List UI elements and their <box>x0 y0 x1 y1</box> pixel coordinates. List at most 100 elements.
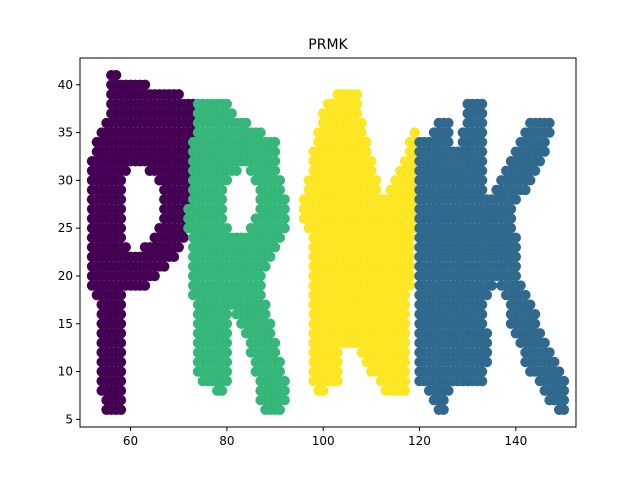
chart-title: PRMK <box>308 37 348 53</box>
data-point <box>221 318 233 329</box>
data-point <box>115 184 127 196</box>
data-point <box>149 270 160 282</box>
data-point <box>534 156 546 167</box>
data-point <box>115 375 127 387</box>
data-point <box>173 89 184 100</box>
data-point <box>476 309 488 320</box>
data-point <box>221 328 233 339</box>
data-point <box>221 337 233 349</box>
data-point <box>505 213 517 224</box>
y-tick-label: 40 <box>58 78 73 92</box>
data-point <box>356 127 367 138</box>
data-point <box>221 347 233 358</box>
data-point <box>476 375 488 387</box>
x-axis: 60 80 100 120 140 <box>123 427 527 448</box>
data-point <box>351 98 363 110</box>
data-point <box>269 347 281 358</box>
data-point <box>539 337 550 349</box>
data-point <box>404 251 416 263</box>
y-tick-label: 25 <box>58 221 73 235</box>
data-point <box>226 108 237 119</box>
data-point <box>399 299 411 310</box>
data-point <box>510 232 522 243</box>
data-point <box>510 194 522 205</box>
data-point <box>332 375 343 387</box>
data-point <box>216 184 228 196</box>
data-point <box>443 385 454 396</box>
data-point <box>438 395 449 406</box>
data-point <box>168 251 180 263</box>
data-point <box>115 318 127 329</box>
y-tick-label: 5 <box>65 412 73 426</box>
data-point <box>265 328 276 339</box>
data-point <box>476 146 488 157</box>
data-point <box>260 309 271 320</box>
data-point <box>549 356 560 368</box>
data-point <box>221 366 233 377</box>
data-point <box>265 318 276 329</box>
data-point <box>525 299 536 310</box>
data-point <box>332 347 343 358</box>
data-point <box>529 318 541 329</box>
data-point <box>115 175 127 186</box>
data-point <box>120 165 131 176</box>
data-point <box>274 366 286 377</box>
data-point <box>486 280 497 291</box>
data-point <box>260 261 271 272</box>
data-point <box>510 270 522 282</box>
series-k <box>414 98 570 415</box>
data-point <box>173 242 184 253</box>
data-point <box>221 356 233 368</box>
data-point <box>159 261 170 272</box>
data-point <box>404 242 416 253</box>
data-point <box>399 347 411 358</box>
data-point <box>221 222 233 234</box>
data-point <box>231 165 242 176</box>
data-point <box>510 261 522 272</box>
data-point <box>269 165 281 176</box>
data-point <box>120 242 131 253</box>
data-point <box>221 98 233 110</box>
data-point <box>279 203 290 215</box>
data-point <box>529 165 541 176</box>
y-tick-label: 20 <box>58 269 73 283</box>
data-point <box>476 318 488 329</box>
data-point <box>370 175 382 186</box>
data-point <box>255 127 266 138</box>
data-point <box>399 289 411 301</box>
data-point <box>332 356 343 368</box>
data-point <box>481 289 493 301</box>
data-point <box>481 356 493 368</box>
x-tick-label: 80 <box>219 434 234 448</box>
x-tick-label: 100 <box>312 434 335 448</box>
data-point <box>279 385 290 396</box>
data-point <box>476 175 488 186</box>
data-point <box>404 270 416 282</box>
data-point <box>404 232 416 243</box>
data-point <box>115 337 127 349</box>
data-point <box>505 203 517 215</box>
data-point <box>534 328 546 339</box>
data-point <box>110 70 122 81</box>
data-point <box>399 318 411 329</box>
data-point <box>279 375 290 387</box>
data-point <box>520 289 531 301</box>
data-point <box>269 337 281 349</box>
x-tick-label: 120 <box>408 434 431 448</box>
data-point <box>481 337 493 349</box>
data-point <box>539 136 550 148</box>
data-point <box>544 127 555 138</box>
data-point <box>269 156 281 167</box>
data-point <box>269 146 281 157</box>
data-point <box>361 136 372 148</box>
data-point <box>525 175 536 186</box>
data-point <box>265 251 276 263</box>
data-point <box>269 136 281 148</box>
data-point <box>399 356 411 368</box>
data-point <box>255 280 266 291</box>
data-point <box>216 213 228 224</box>
data-point <box>216 385 228 396</box>
data-point <box>279 222 290 234</box>
data-point <box>115 213 127 224</box>
data-point <box>361 146 372 157</box>
